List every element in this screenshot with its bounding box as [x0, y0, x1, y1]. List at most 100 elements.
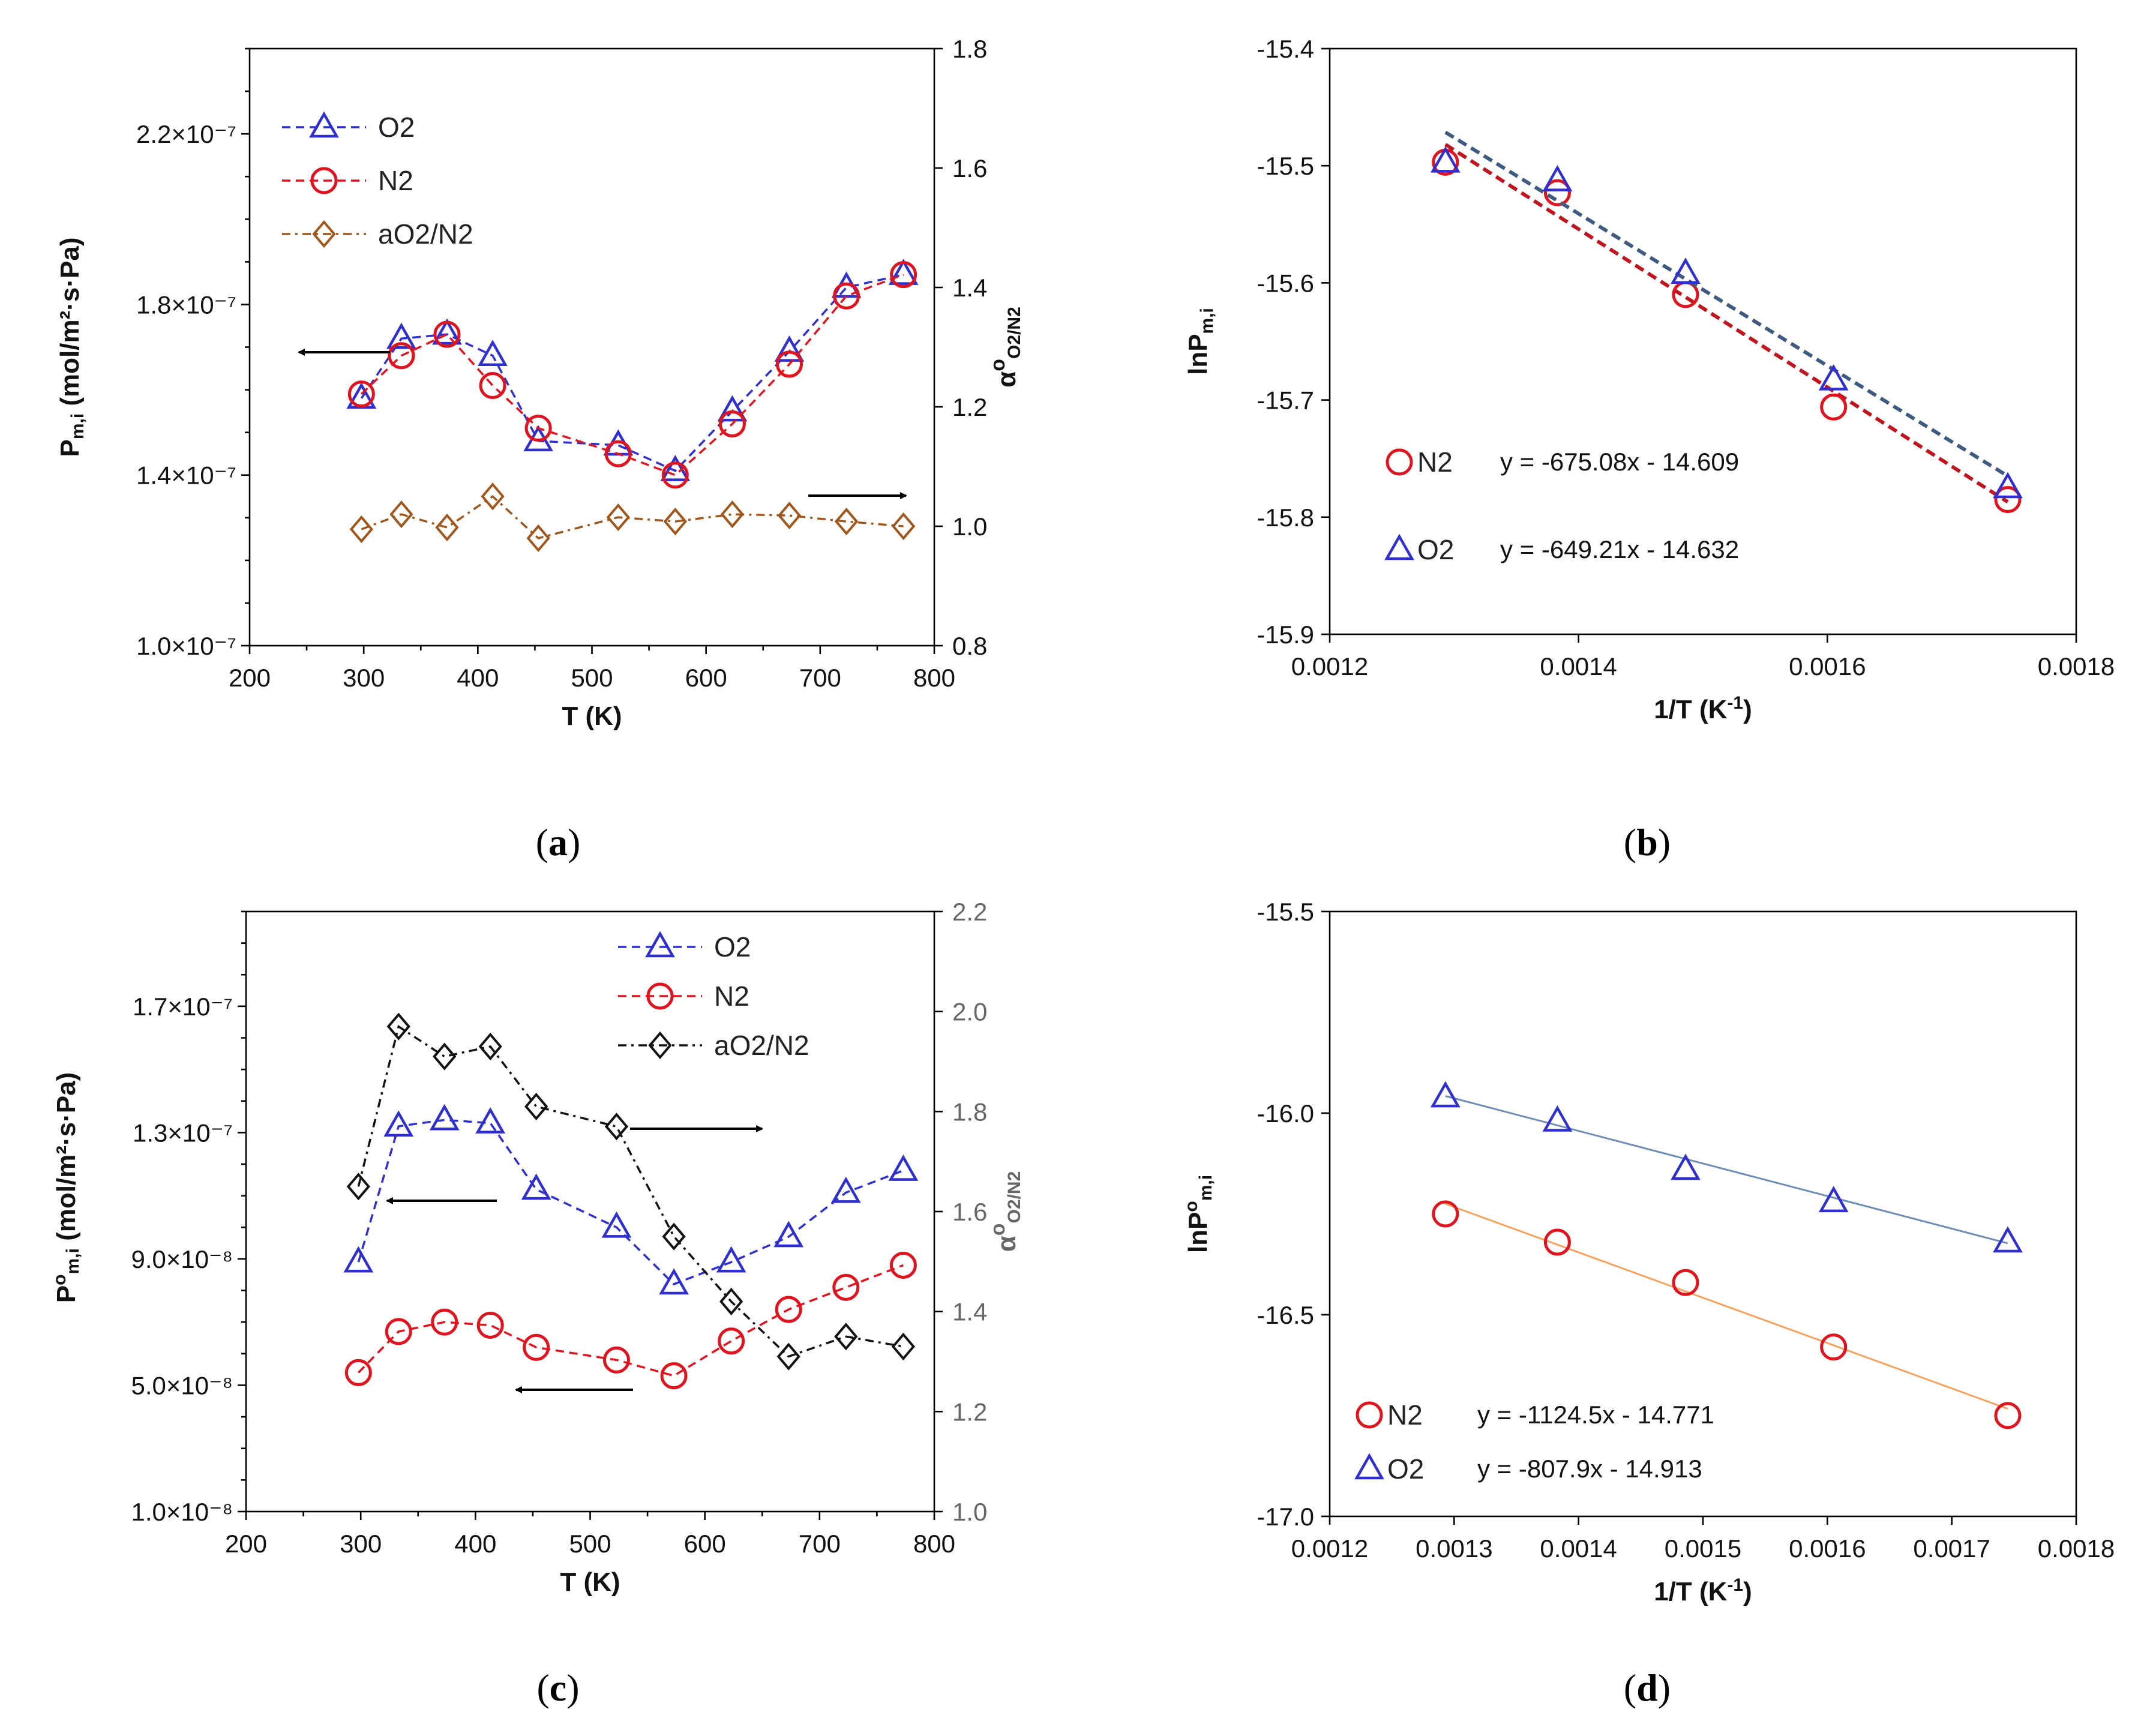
- y-left-tick-label: 1.0×10⁻⁸: [131, 1498, 233, 1526]
- y-right-axis-title: αoO2/N2: [986, 1171, 1024, 1252]
- point-aO2/N2: [604, 1113, 629, 1141]
- x-tick-label: 0.0018: [2038, 652, 2115, 680]
- point-N2: [523, 1333, 550, 1361]
- label-part: α: [992, 1236, 1021, 1252]
- legend-marker: [646, 982, 674, 1010]
- point-aO2/N2: [346, 1173, 370, 1201]
- x-tick-label: 0.0012: [1291, 1534, 1368, 1563]
- label-part: -1: [1727, 1575, 1743, 1595]
- y-tick-label: -17.0: [1257, 1503, 1314, 1531]
- point-O2: [1671, 257, 1701, 284]
- y-right-tick-label: 1.8: [952, 1098, 987, 1126]
- point-N2: [602, 1346, 630, 1374]
- label-part: b: [1636, 821, 1658, 864]
- point-O2: [601, 1211, 632, 1238]
- label-part: d: [1636, 1666, 1658, 1709]
- fit-equation-N2: y = -1124.5x - 14.771: [1477, 1401, 1714, 1429]
- point-aO2/N2: [891, 1332, 916, 1361]
- legend-label-O2: O2: [378, 112, 415, 143]
- y-left-tick-label: 1.8×10⁻⁷: [136, 290, 236, 319]
- fit-line-O2: [1445, 1095, 2008, 1245]
- caption-c: (c): [536, 1666, 579, 1709]
- point-N2: [388, 342, 415, 370]
- point-N2: [347, 380, 375, 408]
- point-N2: [1672, 1269, 1699, 1296]
- point-N2: [476, 1311, 504, 1339]
- y-right-axis-title: αoO2/N2: [986, 307, 1024, 388]
- x-tick-label: 800: [913, 1530, 955, 1558]
- label-part: O2/N2: [1004, 307, 1024, 359]
- legend-marker: [648, 1031, 672, 1060]
- point-N2: [1820, 393, 1848, 421]
- point-N2: [1994, 1402, 2022, 1429]
- legend-marker: [645, 931, 675, 958]
- point-O2: [888, 1155, 919, 1181]
- point-N2: [660, 1362, 688, 1390]
- x-tick-label: 0.0016: [1789, 1534, 1866, 1563]
- point-N2: [1543, 1228, 1571, 1256]
- label-part: 1/T (K: [1654, 695, 1727, 724]
- y-axis-title: lnPm,i: [1183, 308, 1217, 375]
- point-N2: [718, 410, 746, 437]
- y-left-tick-label: 5.0×10⁻⁸: [131, 1371, 233, 1399]
- y-tick-label: -15.7: [1257, 386, 1314, 415]
- point-N2: [524, 415, 552, 442]
- label-part: (mol/m²·s·Pa): [55, 237, 85, 413]
- fit-equation-N2: y = -675.08x - 14.609: [1500, 448, 1739, 476]
- series-line-O2: [360, 273, 904, 472]
- x-tick-label: 0.0012: [1291, 652, 1368, 680]
- point-aO2/N2: [481, 482, 505, 511]
- label-part: P: [52, 1285, 81, 1303]
- label-part: m,i: [1197, 308, 1217, 334]
- label-part: o: [986, 1223, 1009, 1236]
- point-O2: [1542, 1105, 1573, 1132]
- legend-marker: [1356, 1401, 1383, 1429]
- legend-marker: [309, 111, 339, 138]
- label-part: ): [1658, 1666, 1671, 1709]
- label-part: ): [568, 821, 580, 864]
- point-O2: [1430, 146, 1461, 173]
- x-tick-label: 200: [225, 1530, 267, 1558]
- label-part: c: [550, 1666, 566, 1709]
- point-aO2/N2: [834, 1323, 858, 1351]
- point-O2: [429, 1104, 460, 1131]
- y-left-tick-label: 9.0×10⁻⁸: [131, 1245, 233, 1273]
- label-part: o: [1182, 1201, 1201, 1212]
- fit-line-O2: [1444, 130, 2009, 478]
- point-N2: [344, 1359, 372, 1386]
- y-tick-label: -16.5: [1257, 1301, 1314, 1329]
- legend-label-N2: N2: [378, 165, 413, 196]
- label-part: ): [1743, 1577, 1752, 1606]
- x-tick-label: 0.0018: [2038, 1534, 2115, 1563]
- series-line-aO2/N2: [357, 1024, 904, 1358]
- point-O2: [1818, 1186, 1849, 1213]
- point-aO2/N2: [435, 513, 459, 542]
- legend-label-N2: N2: [714, 981, 749, 1012]
- point-O2: [774, 335, 805, 362]
- y-right-tick-label: 1.4: [952, 274, 987, 302]
- label-part: -1: [1727, 693, 1743, 713]
- series-line-N2: [358, 1264, 904, 1377]
- y-left-axis-title: Pm,i (mol/m²·s·Pa): [55, 237, 88, 457]
- y-right-tick-label: 0.8: [952, 632, 987, 660]
- point-aO2/N2: [433, 1042, 457, 1071]
- x-tick-label: 0.0014: [1540, 1534, 1617, 1563]
- y-tick-label: -15.5: [1257, 152, 1314, 180]
- point-O2: [1993, 472, 2023, 499]
- point-N2: [385, 1318, 412, 1345]
- point-aO2/N2: [720, 500, 745, 529]
- point-aO2/N2: [386, 1012, 410, 1041]
- y-tick-label: -15.8: [1257, 503, 1314, 532]
- fit-equation-O2: y = -807.9x - 14.913: [1477, 1455, 1702, 1483]
- y-tick-label: -15.5: [1257, 898, 1314, 926]
- point-N2: [718, 1327, 745, 1355]
- y-right-tick-label: 1.2: [952, 393, 987, 421]
- label-part: ): [1743, 695, 1752, 724]
- chart-d: 0.0012 0.0013 0.0014 0.0015 0.0016 0.0017 0.00…: [1182, 898, 2115, 1606]
- point-O2: [1818, 364, 1849, 391]
- point-N2: [1543, 179, 1571, 206]
- y-left-tick-label: 2.2×10⁻⁷: [136, 120, 236, 148]
- legend-marker: [1354, 1453, 1384, 1480]
- legend-marker: [1384, 533, 1414, 560]
- x-tick-label: 0.0017: [1913, 1534, 1990, 1563]
